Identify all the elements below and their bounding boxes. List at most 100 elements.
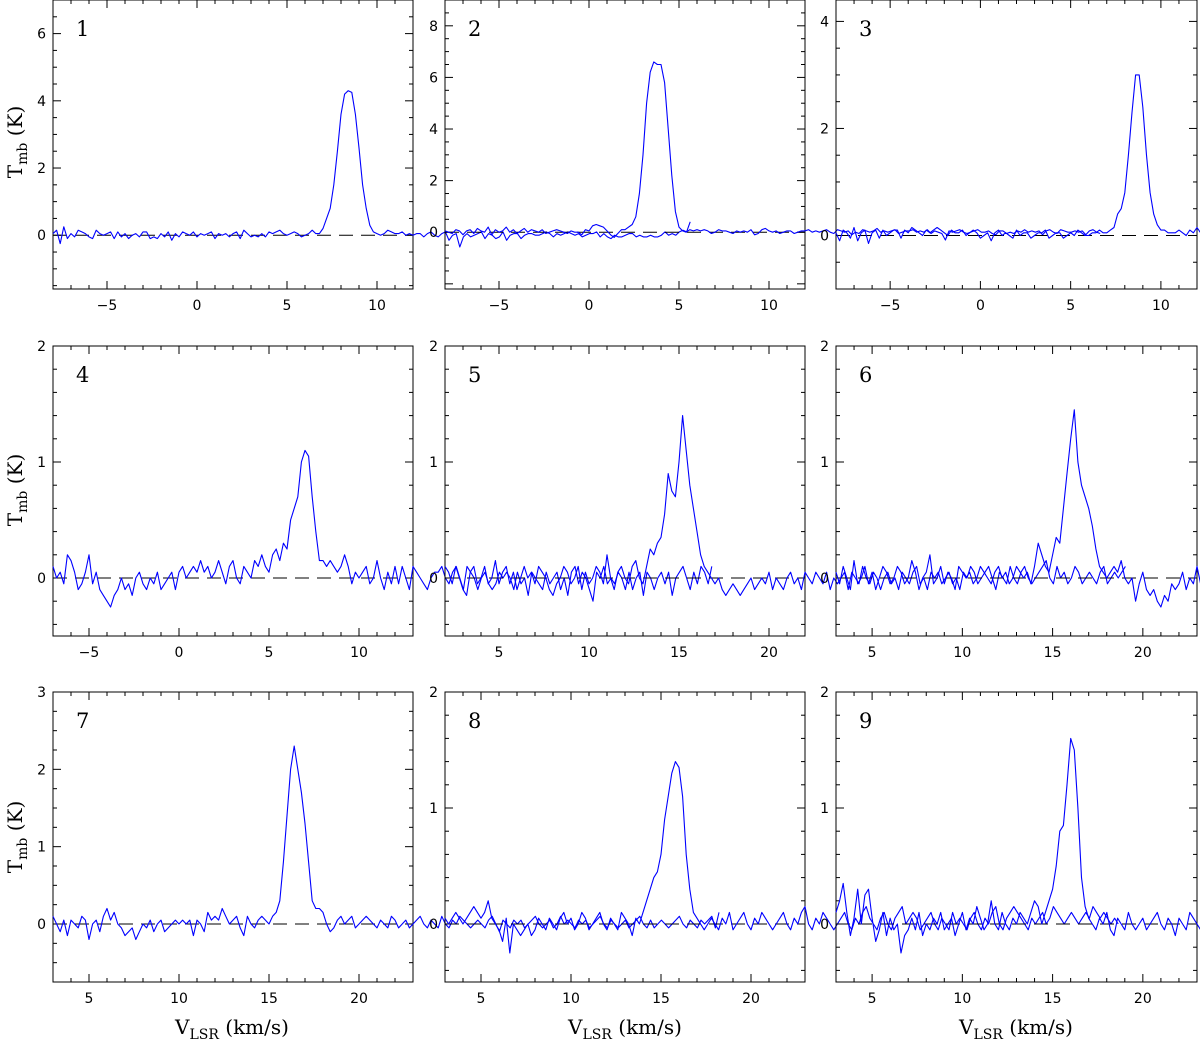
y-axis-label-row-2: Tmb (K)	[3, 454, 31, 527]
x-label-sub: LSR	[189, 1027, 219, 1040]
panel-number: 1	[76, 17, 89, 41]
x-label-unit: (km/s)	[612, 1015, 682, 1039]
spectrum-panel-6: 5 10 15 20 0 1 2 6	[820, 339, 1200, 661]
spectrum-line	[52, 449, 713, 608]
y-tick-label: 4	[820, 14, 829, 30]
x-tick-label: 5	[868, 991, 877, 1007]
panel-frame	[444, 0, 806, 290]
x-tick-label: 15	[1044, 991, 1062, 1007]
x-tick-label: 5	[283, 298, 292, 314]
y-label-main: T	[3, 859, 27, 873]
panel-frame	[52, 345, 414, 637]
panel-number: 8	[468, 709, 481, 733]
panel-number: 9	[859, 709, 872, 733]
x-tick-label: 10	[170, 991, 188, 1007]
x-tick-label: 10	[368, 298, 386, 314]
x-tick-label: 10	[580, 645, 598, 661]
x-tick-label: 5	[477, 991, 486, 1007]
y-tick-label: 6	[429, 70, 438, 86]
y-tick-label: 2	[820, 339, 829, 355]
spectrum-panel-1: −5 0 5 10 0 2 4 6 1	[37, 0, 691, 314]
panel-number: 3	[859, 17, 872, 41]
y-tick-label: 3	[37, 685, 46, 701]
y-tick-label: 2	[429, 174, 438, 190]
x-tick-label: −5	[79, 645, 100, 661]
x-tick-label: 20	[1134, 991, 1152, 1007]
x-tick-label: 5	[675, 298, 684, 314]
spectrum-line	[835, 74, 1200, 245]
y-tick-label: 2	[820, 685, 829, 701]
panel-number: 7	[76, 709, 89, 733]
spectrum-line	[835, 409, 1200, 608]
y-tick-label: 0	[37, 917, 46, 933]
y-label-sub: mb	[15, 491, 31, 513]
panel-number: 4	[76, 363, 89, 387]
x-tick-label: 5	[265, 645, 274, 661]
y-tick-label: 2	[429, 685, 438, 701]
x-tick-label: 0	[175, 645, 184, 661]
x-axis-label-col-1: VLSR (km/s)	[174, 1015, 289, 1040]
x-tick-label: 5	[868, 645, 877, 661]
y-tick-label: 0	[429, 917, 438, 933]
x-tick-label: 15	[670, 645, 688, 661]
panel-number: 6	[859, 363, 872, 387]
x-label-sub: LSR	[973, 1027, 1003, 1040]
y-tick-label: 6	[37, 27, 46, 43]
panel-frame	[835, 0, 1198, 290]
x-tick-label: 20	[742, 991, 760, 1007]
y-tick-label: 0	[37, 571, 46, 587]
panel-frame	[835, 345, 1198, 637]
x-label-main: V	[567, 1015, 583, 1039]
y-tick-label: 1	[820, 801, 829, 817]
x-tick-label: 15	[652, 991, 670, 1007]
x-label-unit: (km/s)	[1003, 1015, 1073, 1039]
x-tick-label: 15	[1044, 645, 1062, 661]
y-tick-label: 0	[37, 228, 46, 244]
y-tick-label: 0	[820, 228, 829, 244]
x-tick-label: 10	[953, 645, 971, 661]
y-tick-label: 2	[37, 762, 46, 778]
y-tick-label: 4	[429, 122, 438, 138]
y-tick-label: 2	[820, 121, 829, 137]
y-tick-label: 0	[820, 571, 829, 587]
x-tick-label: 20	[760, 645, 778, 661]
y-tick-label: 2	[429, 339, 438, 355]
x-tick-label: 10	[1152, 298, 1170, 314]
y-axis-label-row-1: Tmb (K)	[3, 106, 31, 179]
spectrum-panel-9: 5 10 15 20 0 1 2 9	[820, 685, 1200, 1007]
y-tick-label: 1	[429, 455, 438, 471]
y-tick-label: 0	[429, 225, 438, 241]
y-label-unit: (K)	[3, 106, 27, 143]
x-tick-label: 10	[953, 991, 971, 1007]
x-tick-label: 0	[976, 298, 985, 314]
x-tick-label: 20	[1134, 645, 1152, 661]
y-tick-label: 2	[37, 339, 46, 355]
x-label-main: V	[174, 1015, 190, 1039]
x-axis-label-col-3: VLSR (km/s)	[958, 1015, 1073, 1040]
y-label-unit: (K)	[3, 454, 27, 491]
x-tick-label: 5	[1066, 298, 1075, 314]
x-tick-label: 10	[350, 645, 368, 661]
panel-number: 5	[468, 363, 481, 387]
spectrum-line	[444, 415, 1126, 596]
y-tick-label: 8	[429, 19, 438, 35]
y-tick-label: 2	[37, 161, 46, 177]
y-tick-label: 0	[429, 571, 438, 587]
x-tick-label: 0	[585, 298, 594, 314]
x-tick-label: 5	[85, 991, 94, 1007]
y-tick-label: 1	[37, 455, 46, 471]
y-tick-label: 1	[429, 801, 438, 817]
y-label-main: T	[3, 164, 27, 178]
spectrum-panel-2: −5 0 5 10 0 2 4 6 8 2	[429, 0, 1101, 314]
y-tick-label: 4	[37, 94, 46, 110]
y-tick-label: 1	[37, 840, 46, 856]
spectrum-panel-3: −5 0 5 10 0 2 4 3	[820, 0, 1200, 314]
y-tick-label: 1	[820, 455, 829, 471]
x-tick-label: 0	[193, 298, 202, 314]
x-label-main: V	[958, 1015, 974, 1039]
y-label-sub: mb	[15, 143, 31, 165]
